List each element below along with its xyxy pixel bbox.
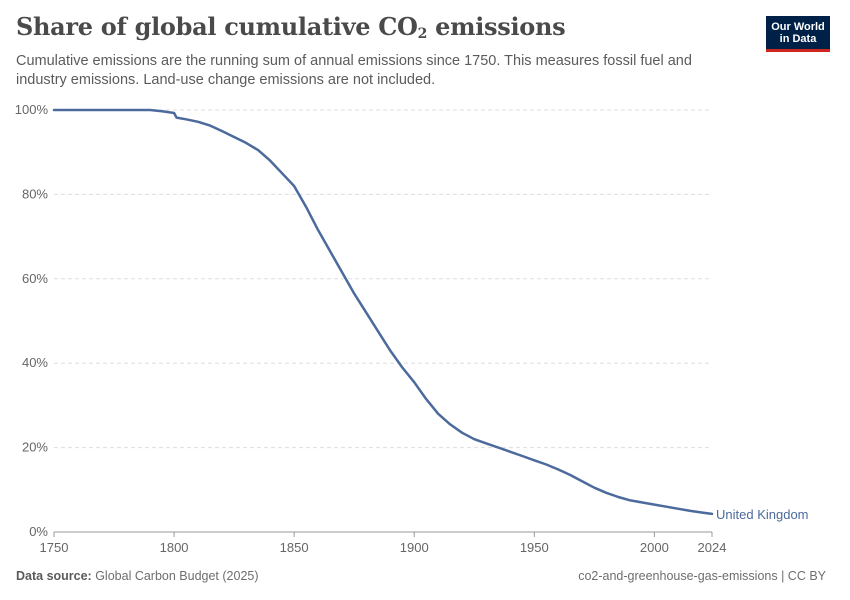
series-label: United Kingdom: [716, 507, 809, 522]
x-tick-label: 1750: [40, 540, 69, 555]
data-source-value: Global Carbon Budget (2025): [91, 569, 259, 583]
y-tick-label: 80%: [22, 186, 48, 201]
data-source-label: Data source:: [16, 569, 92, 583]
title-text-end: emissions: [427, 12, 566, 41]
logo-line-2: in Data: [779, 33, 817, 45]
x-tick-label: 1900: [400, 540, 429, 555]
x-tick-label: 2000: [640, 540, 669, 555]
line-chart: 0% 20% 40% 60% 80% 100% 1750 1800 1850 1900 1950 20…: [15, 102, 809, 555]
chart-slug-license[interactable]: co2-and-greenhouse-gas-emissions | CC BY: [578, 569, 826, 583]
owid-logo[interactable]: Our World in Data: [766, 16, 830, 52]
title-text: Share of global cumulative CO: [16, 12, 418, 41]
data-source: Data source: Global Carbon Budget (2025): [16, 569, 259, 583]
y-tick-label: 100%: [15, 102, 49, 117]
chart-title: Share of global cumulative CO2 emissions: [16, 12, 566, 42]
y-tick-label: 60%: [22, 271, 48, 286]
series-line: [52, 108, 714, 516]
x-tick-label: 2024: [698, 540, 727, 555]
logo-line-1: Our World: [771, 21, 825, 33]
x-tick-label: 1950: [520, 540, 549, 555]
x-tick-label: 1800: [160, 540, 189, 555]
y-tick-label: 40%: [22, 355, 48, 370]
y-tick-label: 20%: [22, 440, 48, 455]
chart-subtitle: Cumulative emissions are the running sum…: [16, 53, 692, 88]
x-tick-label: 1850: [280, 540, 309, 555]
title-subscript: 2: [417, 26, 428, 42]
y-tick-label: 0%: [29, 524, 48, 539]
